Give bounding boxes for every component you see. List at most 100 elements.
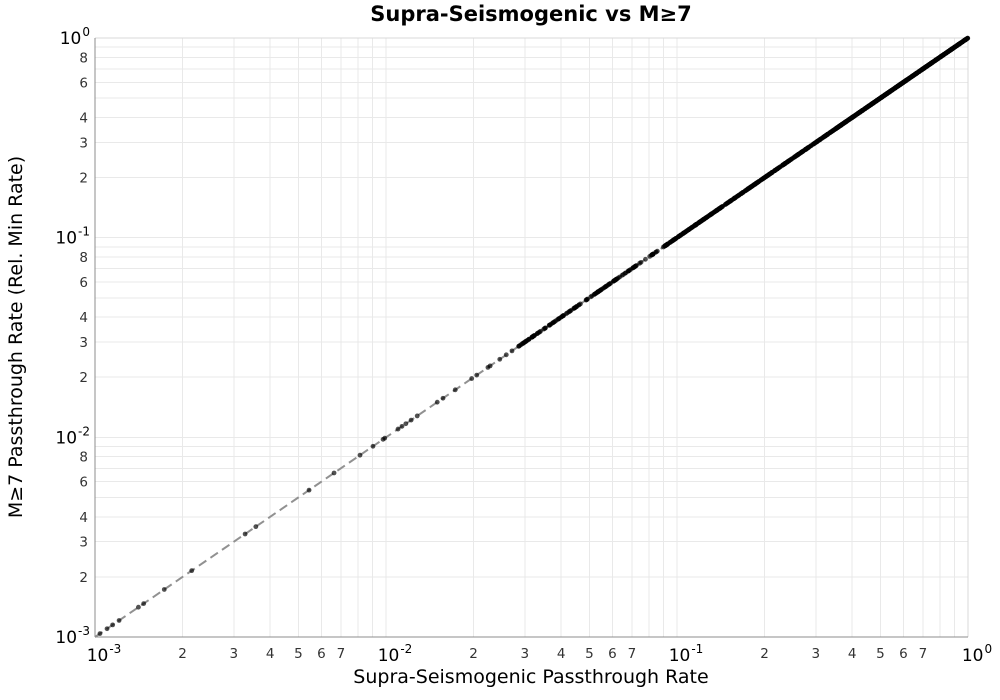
x-tick-label-minor: 3 xyxy=(812,646,821,662)
scatter-point xyxy=(189,568,195,574)
y-tick-label-minor: 6 xyxy=(79,475,88,491)
scatter-point xyxy=(932,58,937,64)
x-tick-label-minor: 6 xyxy=(899,646,908,662)
scatter-point xyxy=(110,622,116,628)
scatter-point xyxy=(306,487,312,493)
tick-base: 10 xyxy=(669,646,691,666)
tick-exponent: 0 xyxy=(985,642,993,656)
scatter-point xyxy=(709,211,715,217)
scatter-point xyxy=(509,348,515,354)
scatter-point xyxy=(736,193,741,198)
scatter-point xyxy=(469,376,475,381)
scatter-point xyxy=(794,152,800,158)
scatter-point xyxy=(331,470,337,476)
tick-exponent: -2 xyxy=(400,642,412,656)
scatter-point xyxy=(827,130,833,136)
scatter-point xyxy=(941,52,947,58)
x-tick-label-minor: 6 xyxy=(317,646,326,662)
scatter-point xyxy=(780,162,786,168)
scatter-point xyxy=(242,531,248,537)
scatter-point xyxy=(905,76,911,82)
scatter-point xyxy=(136,604,141,610)
tick-base: 10 xyxy=(55,428,77,448)
scatter-point xyxy=(693,222,699,228)
scatter-point xyxy=(598,287,603,293)
tick-base: 10 xyxy=(962,646,984,666)
scatter-point xyxy=(560,313,565,319)
tick-exponent: 0 xyxy=(82,25,90,39)
x-tick-label-minor: 4 xyxy=(557,646,566,662)
scatter-point xyxy=(537,329,543,335)
scatter-point xyxy=(768,170,774,176)
scatter-point xyxy=(434,399,440,405)
y-tick-label-minor: 6 xyxy=(79,275,88,291)
scatter-point xyxy=(414,413,420,419)
y-tick-label-major: 100 xyxy=(60,25,90,49)
scatter-point xyxy=(632,263,638,269)
scatter-point xyxy=(851,113,857,119)
scatter-point xyxy=(440,395,446,401)
scatter-point xyxy=(474,372,480,378)
tick-exponent: -2 xyxy=(78,424,90,438)
tick-exponent: -1 xyxy=(691,642,703,656)
scatter-point xyxy=(804,145,810,151)
y-tick-label-major: 10-2 xyxy=(55,424,90,448)
scatter-point xyxy=(497,356,503,362)
y-tick-label-minor: 3 xyxy=(79,335,88,351)
x-tick-label-minor: 6 xyxy=(608,646,617,662)
scatter-point xyxy=(593,290,599,296)
scatter-point xyxy=(97,631,103,636)
scatter-point xyxy=(726,199,732,205)
tick-base: 10 xyxy=(55,229,77,249)
x-tick-label-minor: 7 xyxy=(337,646,346,662)
tick-base: 10 xyxy=(87,646,109,666)
x-axis-title: Supra-Seismogenic Passthrough Rate xyxy=(353,666,709,688)
tick-exponent: -1 xyxy=(78,225,90,239)
x-tick-label-minor: 4 xyxy=(266,646,275,662)
scatter-point xyxy=(518,342,524,348)
x-tick-label-minor: 2 xyxy=(760,646,769,662)
scatter-point xyxy=(403,421,409,427)
scatter-point xyxy=(563,311,569,317)
x-tick-label-major: 10-3 xyxy=(87,642,122,666)
scatter-point xyxy=(764,173,770,179)
scatter-point xyxy=(965,35,971,41)
scatter-point xyxy=(758,177,764,183)
scatter-point xyxy=(546,322,552,328)
x-tick-label-minor: 7 xyxy=(628,646,637,662)
y-tick-label-minor: 8 xyxy=(79,50,88,66)
scatter-point xyxy=(873,98,879,104)
scatter-point xyxy=(552,319,558,325)
scatter-point xyxy=(667,240,673,245)
y-tick-label-minor: 8 xyxy=(79,250,88,266)
scatter-point xyxy=(567,308,573,314)
scatter-point xyxy=(487,363,493,369)
scatter-point xyxy=(774,166,780,172)
x-tick-label-major: 10-1 xyxy=(669,642,704,666)
x-tick-label-minor: 7 xyxy=(919,646,928,662)
scatter-point xyxy=(503,352,509,358)
scatter-point xyxy=(951,45,957,51)
scatter-point xyxy=(638,259,644,265)
scatter-points xyxy=(97,35,971,636)
tick-base: 10 xyxy=(378,646,400,666)
scatter-point xyxy=(713,208,719,214)
scatter-point xyxy=(887,89,892,95)
y-tick-label-major: 10-1 xyxy=(55,225,90,249)
scatter-point xyxy=(918,67,924,73)
y-tick-label-major: 10-3 xyxy=(55,624,90,648)
scatter-point xyxy=(896,82,902,88)
scatter-point xyxy=(399,423,405,429)
scatter-point xyxy=(556,316,562,322)
scatter-point xyxy=(924,63,930,69)
scatter-point xyxy=(253,524,259,530)
scatter-point xyxy=(859,108,865,113)
scatter-point xyxy=(956,41,962,47)
y-tick-label-minor: 8 xyxy=(79,450,88,466)
scatter-point xyxy=(928,61,934,67)
scatter-point xyxy=(866,103,872,109)
tick-base: 10 xyxy=(60,29,82,49)
scatter-point xyxy=(523,338,529,344)
